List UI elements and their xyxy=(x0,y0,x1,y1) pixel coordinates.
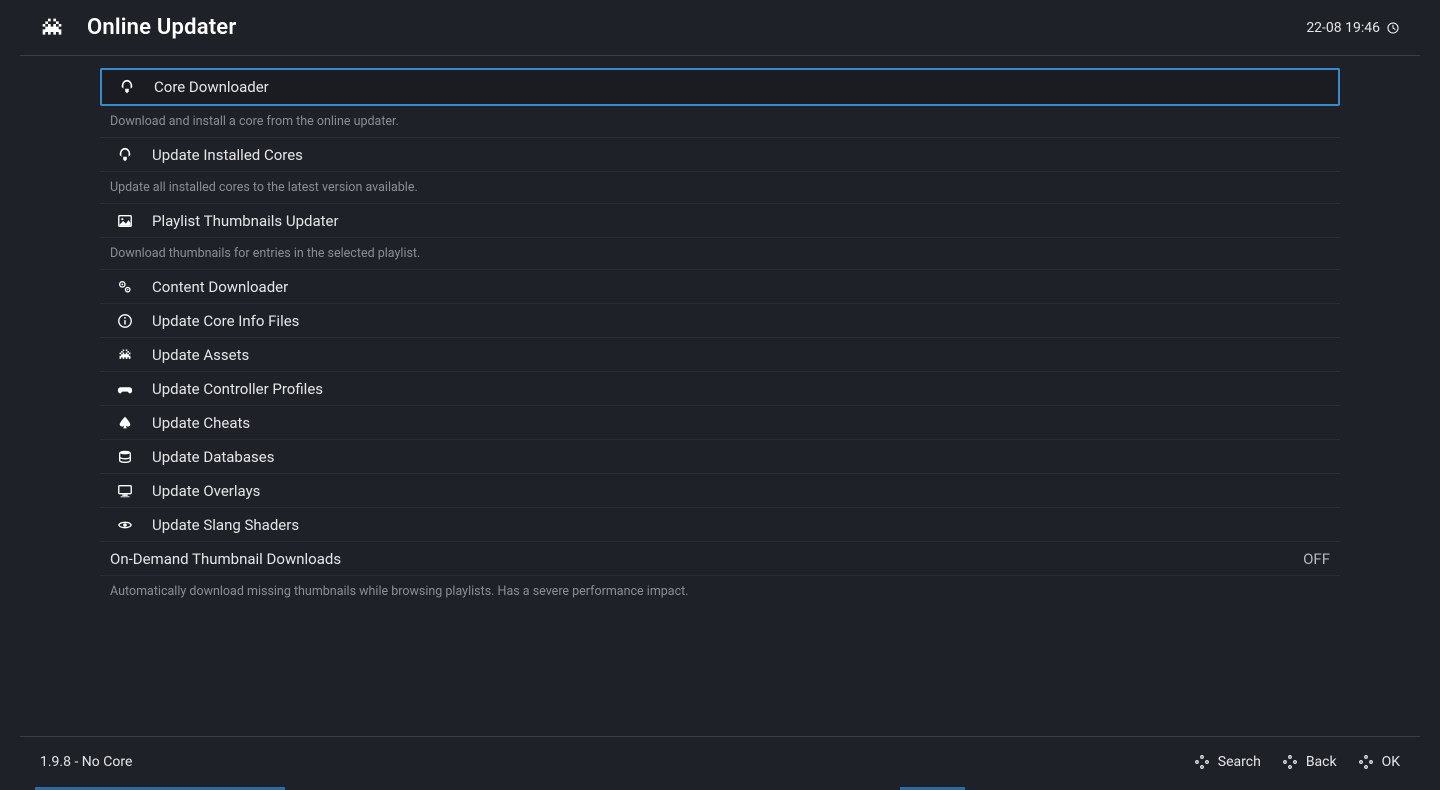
menu-label: Update Slang Shaders xyxy=(152,516,299,534)
rocket-icon xyxy=(118,79,136,95)
menu-item-playlist-thumbnails-updater[interactable]: Playlist Thumbnails Updater xyxy=(100,204,1340,238)
menu-item-update-assets[interactable]: Update Assets xyxy=(100,338,1340,372)
header-left: Online Updater xyxy=(35,15,236,40)
footer-action-label: Back xyxy=(1306,754,1337,770)
footer-action-label: OK xyxy=(1382,754,1400,770)
datetime-text: 22-08 19:46 xyxy=(1306,20,1380,36)
clock-icon xyxy=(1386,21,1400,35)
dpad-icon xyxy=(1281,753,1299,771)
rocket-icon xyxy=(116,147,134,163)
menu-content: Core Downloader Download and install a c… xyxy=(0,56,1440,736)
menu-item-update-installed-cores[interactable]: Update Installed Cores xyxy=(100,138,1340,172)
footer: 1.9.8 - No Core Search Back OK xyxy=(0,737,1440,787)
menu-desc: Download and install a core from the onl… xyxy=(100,106,1340,138)
menu-item-update-cheats[interactable]: Update Cheats xyxy=(100,406,1340,440)
menu-label: Update Controller Profiles xyxy=(152,380,323,398)
gears-icon xyxy=(116,279,134,295)
footer-status: 1.9.8 - No Core xyxy=(40,754,132,770)
header-datetime: 22-08 19:46 xyxy=(1306,20,1400,36)
menu-desc: Update all installed cores to the latest… xyxy=(100,172,1340,204)
footer-action-search[interactable]: Search xyxy=(1193,753,1261,771)
dpad-icon xyxy=(1357,753,1375,771)
menu-desc: Download thumbnails for entries in the s… xyxy=(100,238,1340,270)
controller-icon xyxy=(116,381,134,397)
footer-action-back[interactable]: Back xyxy=(1281,753,1337,771)
menu-item-on-demand-thumbnail-downloads[interactable]: On-Demand Thumbnail Downloads OFF xyxy=(100,542,1340,576)
menu-label: On-Demand Thumbnail Downloads xyxy=(110,550,341,568)
monitor-icon xyxy=(116,483,134,499)
footer-action-label: Search xyxy=(1218,754,1261,770)
menu-label: Update Installed Cores xyxy=(152,146,303,164)
menu-label: Core Downloader xyxy=(154,78,269,96)
page-title: Online Updater xyxy=(87,15,236,40)
footer-actions: Search Back OK xyxy=(1193,753,1400,771)
menu-item-update-overlays[interactable]: Update Overlays xyxy=(100,474,1340,508)
eye-icon xyxy=(116,517,134,533)
menu-item-content-downloader[interactable]: Content Downloader xyxy=(100,270,1340,304)
info-icon xyxy=(116,313,134,329)
menu-item-core-downloader[interactable]: Core Downloader xyxy=(100,68,1340,106)
dpad-icon xyxy=(1193,753,1211,771)
menu-item-update-core-info-files[interactable]: Update Core Info Files xyxy=(100,304,1340,338)
menu-label: Content Downloader xyxy=(152,278,288,296)
menu-value: OFF xyxy=(1303,550,1330,568)
header: Online Updater 22-08 19:46 xyxy=(0,0,1440,55)
spade-icon xyxy=(116,415,134,431)
menu-label: Playlist Thumbnails Updater xyxy=(152,212,339,230)
menu-item-update-databases[interactable]: Update Databases xyxy=(100,440,1340,474)
menu-desc: Automatically download missing thumbnail… xyxy=(100,576,1340,607)
image-icon xyxy=(116,213,134,229)
menu-item-update-slang-shaders[interactable]: Update Slang Shaders xyxy=(100,508,1340,542)
menu-item-update-controller-profiles[interactable]: Update Controller Profiles xyxy=(100,372,1340,406)
menu-label: Update Databases xyxy=(152,448,274,466)
menu-label: Update Cheats xyxy=(152,414,250,432)
menu-label: Update Core Info Files xyxy=(152,312,299,330)
invader-icon xyxy=(35,16,69,40)
invader-icon xyxy=(116,348,134,362)
menu-label: Update Overlays xyxy=(152,482,260,500)
database-icon xyxy=(116,449,134,465)
footer-action-ok[interactable]: OK xyxy=(1357,753,1400,771)
menu-label: Update Assets xyxy=(152,346,249,364)
